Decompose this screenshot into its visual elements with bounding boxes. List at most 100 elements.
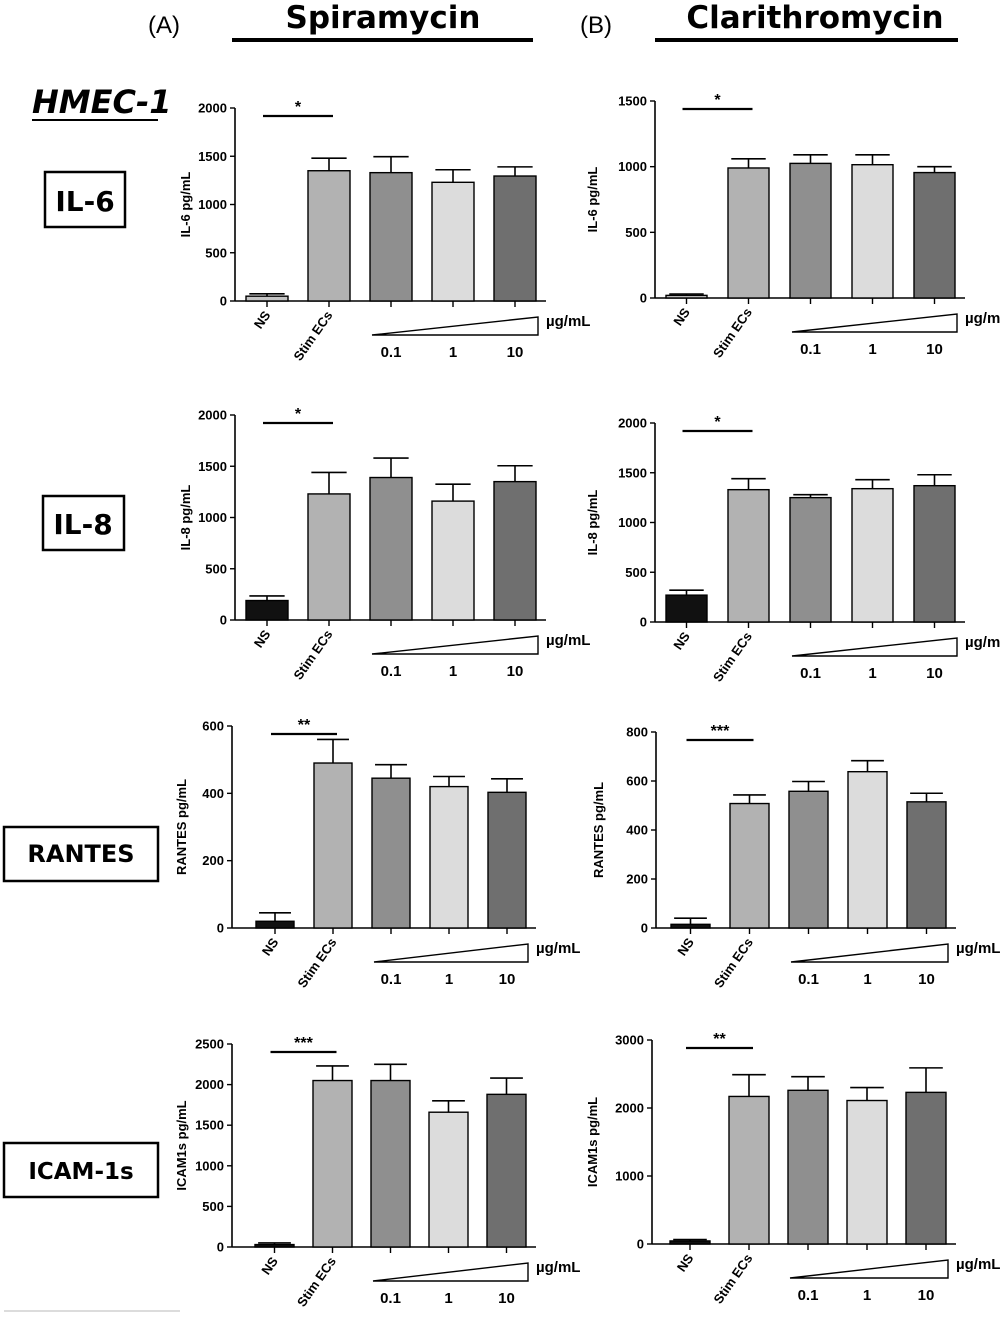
bar	[493, 480, 537, 621]
row-label-text: ICAM-1s	[28, 1159, 133, 1185]
dose-wedge	[371, 635, 539, 655]
bar	[313, 762, 353, 929]
dose-label: 0.1	[798, 1287, 819, 1304]
y-tick-label: 500	[202, 1199, 224, 1214]
bar	[851, 163, 894, 299]
dose-label: 0.1	[800, 341, 821, 358]
category-stim-ecs: Stim ECs	[290, 627, 335, 682]
dose-wedge	[372, 1262, 529, 1282]
row-label-il6: IL-6	[43, 170, 127, 229]
significance-label: *	[295, 99, 302, 116]
dose-wedge	[790, 943, 949, 963]
bar	[245, 295, 289, 302]
y-tick-label: 500	[205, 561, 227, 576]
y-tick-label: 2000	[198, 408, 227, 423]
bar	[665, 594, 708, 623]
bar	[906, 801, 947, 929]
y-axis-label: IL-6 pg/mL	[585, 167, 600, 233]
dose-label: 1	[868, 341, 876, 358]
y-axis-label: RANTES pg/mL	[591, 782, 606, 878]
significance-label: ***	[711, 723, 730, 740]
bar	[847, 770, 888, 929]
bar	[493, 175, 537, 302]
chart-a-il-8: 0 500 1000 1500 2000 IL-8 pg/mL * NS Stim ECs µg/…	[178, 406, 590, 682]
panel-b-drug-title: Clarithromycin	[686, 0, 943, 36]
bar	[846, 1099, 888, 1245]
y-axis-label: ICAM1s pg/mL	[585, 1097, 600, 1187]
y-tick-label: 600	[202, 719, 224, 734]
bar	[369, 476, 413, 621]
bar	[728, 1095, 770, 1245]
dose-unit-label: µg/mL	[536, 1259, 580, 1276]
row-label-rantes: RANTES	[2, 825, 160, 883]
dose-unit-label: µg/mL	[956, 940, 1000, 957]
y-axis-label: ICAM1s pg/mL	[174, 1100, 189, 1190]
bar	[913, 484, 956, 623]
y-tick-label: 0	[217, 921, 224, 936]
dose-wedge	[791, 313, 958, 333]
bar	[307, 170, 351, 302]
y-tick-label: 1000	[195, 1158, 224, 1173]
dose-label: 0.1	[381, 971, 402, 988]
bar	[371, 777, 411, 929]
category-ns: NS	[674, 1251, 697, 1275]
cell-line-title: HMEC-1	[32, 83, 172, 121]
y-tick-label: 1500	[198, 459, 227, 474]
row-label-il8: IL-8	[41, 494, 126, 552]
category-stim-ecs: Stim ECs	[294, 1254, 339, 1309]
chart-b-il-8: 0 500 1000 1500 2000 IL-8 pg/mL * NS Stim ECs µg/…	[585, 414, 1000, 684]
y-tick-label: 0	[640, 615, 647, 630]
y-tick-label: 0	[637, 1237, 644, 1252]
significance-label: *	[295, 406, 302, 423]
dose-unit-label: µg/mL	[536, 940, 580, 957]
dose-wedge	[791, 637, 958, 657]
y-tick-label: 600	[626, 774, 648, 789]
category-stim-ecs: Stim ECs	[710, 305, 755, 360]
dose-wedge	[371, 316, 539, 336]
bar	[255, 920, 295, 929]
bar	[312, 1079, 353, 1248]
dose-label: 0.1	[380, 1290, 401, 1307]
dose-label: 1	[444, 1290, 452, 1307]
y-tick-label: 1000	[198, 510, 227, 525]
y-tick-label: 3000	[615, 1033, 644, 1048]
dose-label: 10	[507, 663, 524, 680]
category-ns: NS	[670, 629, 693, 653]
dose-unit-label: µg/mL	[965, 634, 1000, 651]
bar	[431, 181, 475, 302]
y-tick-label: 400	[626, 823, 648, 838]
y-axis-label: RANTES pg/mL	[174, 779, 189, 875]
bar	[307, 493, 351, 621]
category-stim-ecs: Stim ECs	[294, 935, 339, 990]
bar	[665, 294, 708, 299]
y-tick-label: 400	[202, 786, 224, 801]
dose-unit-label: µg/mL	[546, 632, 590, 649]
bar	[254, 1243, 295, 1248]
row-label-text: RANTES	[27, 840, 134, 868]
bar	[431, 500, 475, 621]
dose-label: 1	[445, 971, 453, 988]
y-tick-label: 200	[626, 872, 648, 887]
category-ns: NS	[258, 1254, 281, 1278]
dose-unit-label: µg/mL	[546, 313, 590, 330]
category-stim-ecs: Stim ECs	[711, 935, 756, 990]
dose-wedge	[789, 1259, 949, 1279]
y-axis-label: IL-6 pg/mL	[178, 172, 193, 238]
bar	[727, 488, 770, 623]
y-axis-label: IL-8 pg/mL	[585, 490, 600, 556]
category-stim-ecs: Stim ECs	[710, 1251, 755, 1306]
y-tick-label: 1500	[618, 94, 647, 109]
dose-label: 0.1	[381, 663, 402, 680]
dose-label: 10	[499, 971, 516, 988]
category-ns: NS	[251, 308, 274, 332]
y-tick-label: 1000	[198, 197, 227, 212]
dose-label: 0.1	[798, 971, 819, 988]
y-tick-label: 0	[641, 921, 648, 936]
bar	[905, 1091, 947, 1245]
bar	[428, 1111, 469, 1248]
y-tick-label: 1500	[618, 465, 647, 480]
dose-label: 10	[507, 344, 524, 361]
dose-label: 1	[868, 665, 876, 682]
